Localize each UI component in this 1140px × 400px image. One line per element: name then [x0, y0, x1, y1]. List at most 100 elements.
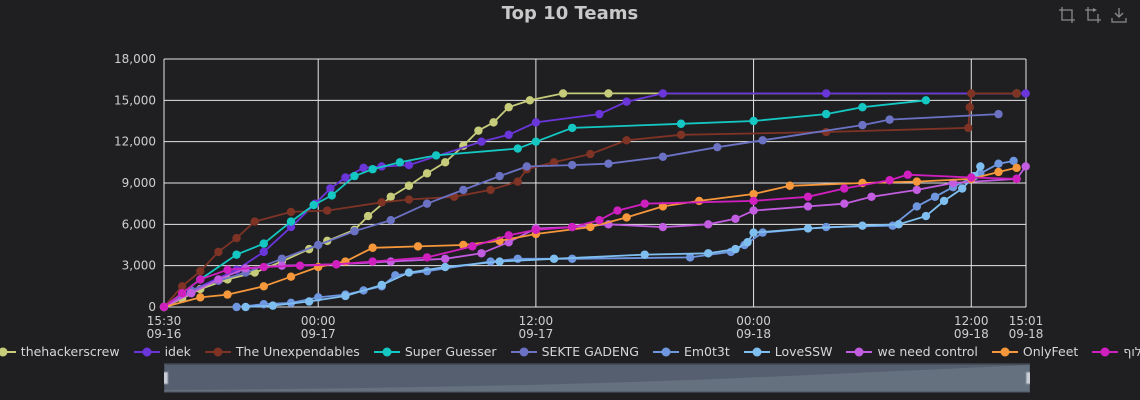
data-point[interactable] [694, 196, 704, 206]
data-point[interactable] [525, 96, 535, 105]
data-point[interactable] [386, 257, 395, 266]
legend-item[interactable]: idek [133, 344, 191, 359]
zoom-reset-icon[interactable] [1084, 6, 1102, 24]
data-point[interactable] [404, 268, 414, 277]
data-point[interactable] [323, 206, 332, 215]
data-point[interactable] [821, 109, 831, 119]
data-point[interactable] [377, 198, 386, 207]
data-point[interactable] [758, 136, 767, 145]
data-point[interactable] [474, 126, 483, 135]
legend-item[interactable]: we need control [846, 344, 978, 359]
data-point[interactable] [326, 184, 335, 193]
data-point[interactable] [731, 244, 740, 254]
data-point[interactable] [489, 118, 498, 127]
data-point[interactable] [241, 302, 250, 312]
data-point[interactable] [223, 290, 232, 299]
data-point[interactable] [912, 202, 922, 211]
data-point[interactable] [867, 192, 876, 201]
data-point[interactable] [921, 96, 931, 105]
data-point[interactable] [504, 130, 513, 139]
data-point[interactable] [440, 158, 450, 167]
data-point[interactable] [214, 275, 223, 284]
data-point[interactable] [304, 297, 314, 306]
data-point[interactable] [404, 181, 414, 190]
data-point[interactable] [422, 253, 432, 262]
data-point[interactable] [259, 282, 268, 291]
data-point[interactable] [704, 249, 713, 258]
data-point[interactable] [368, 243, 377, 252]
data-point[interactable] [286, 217, 296, 226]
data-point[interactable] [368, 165, 377, 174]
data-point[interactable] [1012, 89, 1021, 98]
data-point[interactable] [948, 178, 958, 188]
data-point[interactable] [567, 123, 577, 133]
data-point[interactable] [622, 136, 631, 145]
data-point[interactable] [223, 265, 232, 274]
data-point[interactable] [803, 202, 813, 211]
data-point[interactable] [413, 242, 423, 251]
data-point[interactable] [658, 202, 668, 211]
data-point[interactable] [640, 199, 649, 208]
data-point[interactable] [821, 89, 831, 98]
data-point[interactable] [495, 257, 504, 266]
data-point[interactable] [1009, 156, 1018, 166]
data-point[interactable] [622, 213, 631, 222]
data-point[interactable] [196, 293, 205, 302]
data-point[interactable] [567, 222, 577, 232]
data-point[interactable] [513, 144, 522, 153]
data-point[interactable] [749, 196, 758, 206]
data-point[interactable] [486, 185, 495, 195]
data-point[interactable] [422, 199, 432, 208]
data-point[interactable] [743, 238, 752, 247]
legend-item[interactable]: SEKTE GADENG [510, 344, 639, 359]
data-point[interactable] [749, 116, 758, 126]
data-point[interactable] [259, 247, 268, 257]
data-point[interactable] [967, 173, 976, 182]
data-point[interactable] [958, 184, 967, 193]
data-point[interactable] [586, 222, 595, 232]
data-point[interactable] [912, 185, 922, 195]
data-point[interactable] [341, 291, 350, 301]
data-point[interactable] [431, 151, 441, 160]
data-point[interactable] [459, 185, 468, 195]
data-point[interactable] [558, 89, 568, 98]
data-point[interactable] [785, 181, 795, 190]
data-point[interactable] [495, 171, 504, 181]
data-point[interactable] [477, 249, 486, 258]
data-point[interactable] [422, 169, 432, 178]
data-point[interactable] [177, 282, 187, 291]
data-point[interactable] [803, 192, 813, 201]
data-point[interactable] [232, 302, 241, 312]
save-image-icon[interactable] [1110, 6, 1128, 24]
data-point[interactable] [713, 142, 722, 152]
data-point[interactable] [976, 162, 985, 171]
data-point[interactable] [749, 228, 758, 237]
data-point[interactable] [803, 224, 813, 233]
data-point[interactable] [440, 262, 450, 272]
data-point[interactable] [196, 266, 205, 276]
data-point[interactable] [1021, 89, 1030, 98]
data-point[interactable] [595, 216, 604, 225]
legend-item[interactable]: LoveSSW [743, 344, 832, 359]
data-point[interactable] [858, 103, 867, 112]
data-point[interactable] [840, 184, 849, 193]
data-point[interactable] [327, 191, 337, 200]
data-point[interactable] [459, 240, 468, 250]
data-point[interactable] [640, 250, 649, 259]
data-point[interactable] [549, 254, 559, 263]
data-point[interactable] [277, 254, 287, 263]
data-point[interactable] [295, 261, 305, 270]
data-point[interactable] [259, 239, 268, 248]
data-point[interactable] [549, 158, 559, 167]
data-point[interactable] [286, 207, 296, 217]
data-point[interactable] [341, 173, 350, 182]
data-point[interactable] [1021, 162, 1030, 171]
data-point[interactable] [286, 272, 296, 281]
data-point[interactable] [840, 199, 849, 208]
data-point[interactable] [187, 289, 196, 298]
data-point[interactable] [676, 119, 686, 128]
data-point[interactable] [363, 211, 373, 221]
legend-item[interactable]: Em0t3t [652, 344, 730, 359]
data-point[interactable] [377, 280, 386, 290]
zoom-icon[interactable] [1058, 6, 1076, 24]
